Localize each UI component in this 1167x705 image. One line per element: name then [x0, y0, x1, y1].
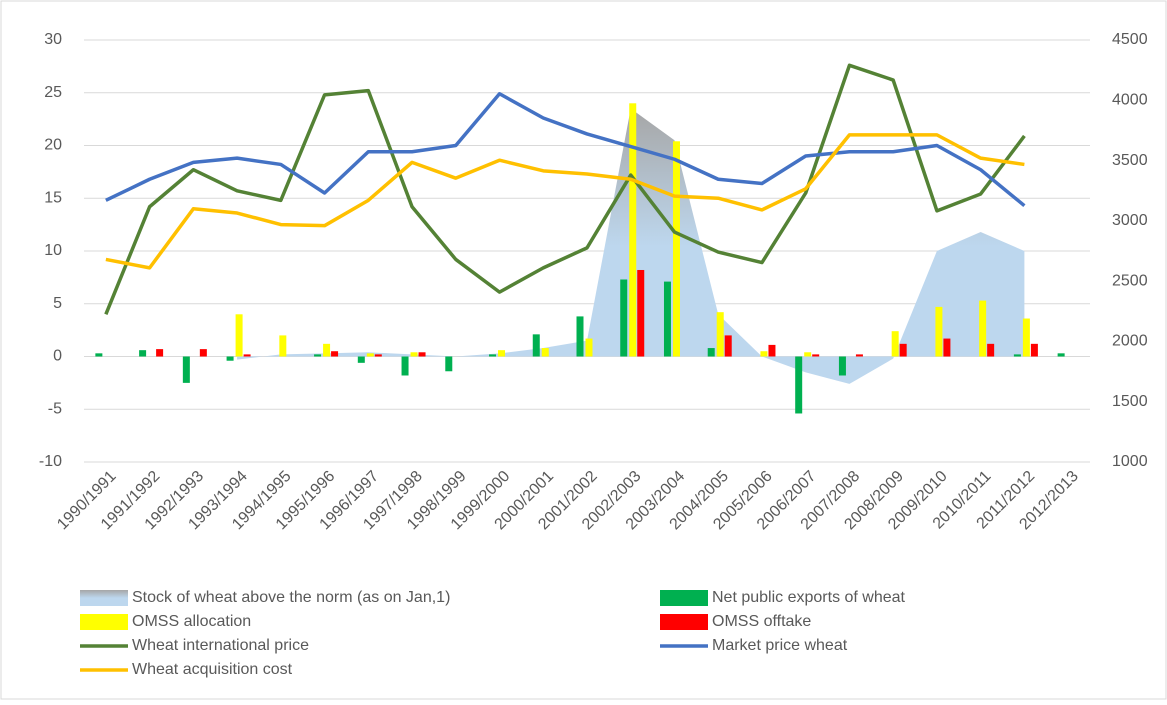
bar [576, 316, 584, 357]
line [105, 133, 1025, 270]
bar [314, 354, 322, 357]
legend-swatch [80, 590, 128, 606]
bar [357, 356, 365, 363]
bar [804, 352, 812, 357]
y-tick-label: 5 [53, 295, 62, 312]
bar [156, 349, 164, 357]
bar [899, 343, 907, 357]
y2-tick-label: 1000 [1112, 453, 1148, 470]
bar [943, 338, 951, 357]
y-tick-label: 25 [44, 84, 62, 101]
legend-label: OMSS offtake [712, 613, 811, 630]
legend-label: OMSS allocation [132, 613, 251, 630]
bar [724, 335, 732, 357]
bar [366, 353, 374, 357]
line [105, 92, 1026, 208]
bar [243, 354, 251, 357]
y2-tick-label: 1500 [1112, 393, 1148, 410]
y2-tick-label: 2000 [1112, 333, 1148, 350]
bar [532, 334, 540, 357]
legend-swatch [660, 614, 708, 630]
bar [401, 356, 409, 376]
bar [498, 350, 506, 357]
bar [235, 314, 243, 357]
bar [812, 354, 820, 357]
legend-label: Net public exports of wheat [712, 589, 906, 606]
bar [1030, 343, 1038, 357]
bar [95, 353, 103, 357]
legend-swatch [660, 590, 708, 606]
bar [541, 348, 549, 357]
bar [226, 356, 234, 361]
bar [979, 300, 987, 357]
bar [855, 354, 863, 357]
bar [489, 354, 497, 357]
legend-label: Wheat international price [132, 637, 309, 654]
bar [374, 354, 382, 357]
legend-label: Market price wheat [712, 637, 848, 654]
bar [935, 306, 943, 357]
bar [323, 343, 331, 357]
bar [838, 356, 846, 376]
bar [891, 331, 899, 357]
y-tick-label: 0 [53, 348, 62, 365]
bar [1013, 354, 1021, 357]
y2-tick-label: 4000 [1112, 92, 1148, 109]
y-tick-label: 10 [44, 242, 62, 259]
y2-tick-label: 2500 [1112, 272, 1148, 289]
bar [629, 103, 637, 357]
legend-swatch [80, 614, 128, 630]
bar [637, 269, 645, 357]
bar [1022, 318, 1030, 357]
bar [418, 352, 426, 357]
y-tick-label: 15 [44, 189, 62, 206]
bar [279, 335, 287, 357]
y2-tick-label: 3000 [1112, 212, 1148, 229]
bar [987, 343, 995, 357]
bar [445, 356, 453, 372]
bar [716, 312, 724, 357]
y2-tick-label: 3500 [1112, 152, 1148, 169]
bar [1057, 353, 1065, 357]
bar [182, 356, 190, 383]
bar [707, 348, 715, 357]
bar [795, 356, 803, 414]
bar [663, 281, 671, 357]
y-tick-label: -10 [39, 453, 62, 470]
legend-label: Stock of wheat above the norm (as on Jan… [132, 589, 450, 606]
bar [199, 349, 207, 357]
bar [139, 350, 147, 357]
bar [620, 279, 628, 357]
bar [585, 338, 593, 357]
line [104, 63, 1026, 315]
bar [768, 344, 776, 357]
bar [410, 352, 418, 357]
y2-tick-label: 4500 [1112, 31, 1148, 48]
y-tick-label: -5 [48, 400, 62, 417]
y-tick-label: 30 [44, 31, 62, 48]
bar [760, 351, 768, 357]
legend-label: Wheat acquisition cost [132, 661, 293, 678]
bar [331, 351, 339, 357]
y-tick-label: 20 [44, 137, 62, 154]
bar [672, 141, 680, 357]
